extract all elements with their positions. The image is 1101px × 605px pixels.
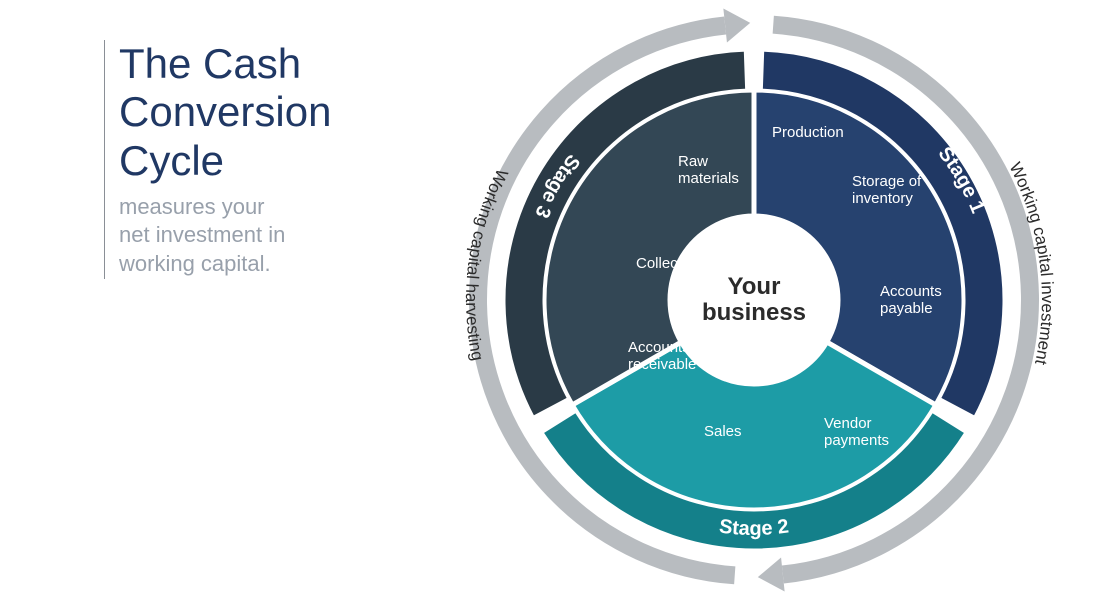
item-label-stage3-2: Sales [704, 423, 742, 440]
subtitle: measures your net investment in working … [119, 193, 331, 279]
title-line-2: Conversion [119, 88, 331, 135]
stage-label-2: Stage 2 [718, 516, 790, 541]
item-label-stage3-1: Accountsreceivable [628, 339, 696, 373]
title-line-3: Cycle [119, 137, 224, 184]
outer-arc-arrow-invest [758, 557, 785, 591]
subtitle-line-1: measures your [119, 194, 265, 219]
subtitle-line-2: net investment in [119, 222, 285, 247]
subtitle-line-3: working capital. [119, 251, 271, 276]
cycle-svg: RawmaterialsProductionStorage ofinventor… [454, 0, 1054, 600]
title-block: The Cash Conversion Cycle measures your … [104, 40, 331, 279]
title-line-1: The Cash [119, 40, 301, 87]
item-label-stage1-2: Storage ofinventory [852, 173, 922, 207]
outer-arc-arrow-harvest [723, 9, 750, 43]
cycle-diagram: RawmaterialsProductionStorage ofinventor… [454, 0, 1054, 605]
item-label-stage2-0: Accountspayable [880, 283, 942, 317]
page-title: The Cash Conversion Cycle [119, 40, 331, 185]
item-label-stage1-1: Production [772, 124, 844, 141]
